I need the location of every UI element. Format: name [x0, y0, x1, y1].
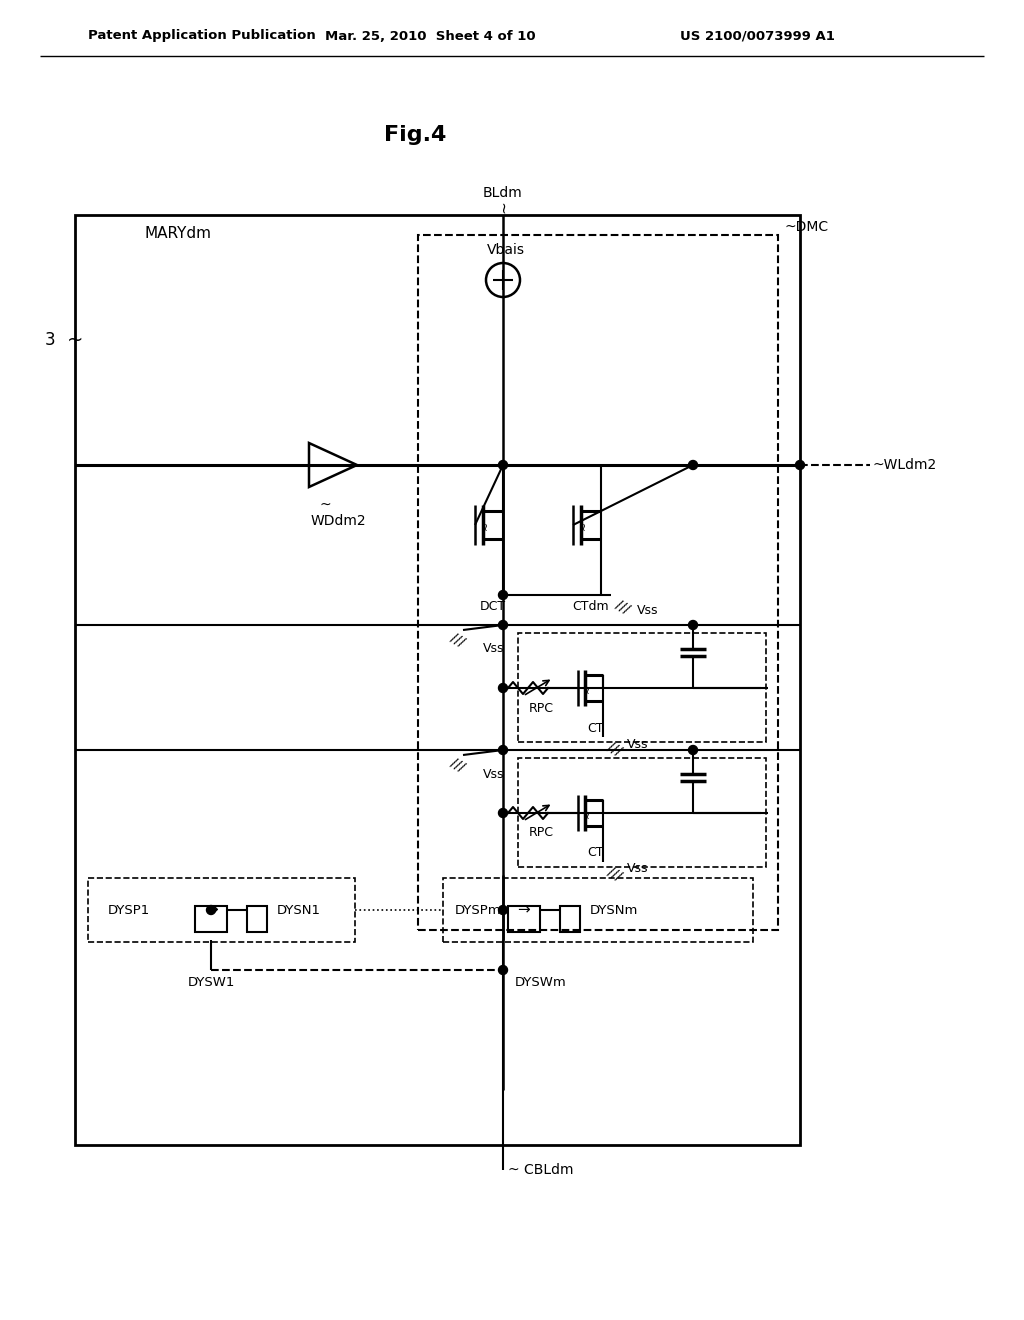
Circle shape — [207, 906, 215, 915]
Circle shape — [688, 620, 697, 630]
Text: ///: /// — [605, 865, 624, 883]
Bar — [508, 906, 540, 932]
Text: ~: ~ — [584, 808, 594, 817]
Bar — [518, 634, 766, 742]
Circle shape — [499, 906, 508, 915]
Circle shape — [688, 746, 697, 755]
Text: ~: ~ — [580, 520, 590, 529]
Text: US 2100/0073999 A1: US 2100/0073999 A1 — [680, 29, 835, 42]
Text: DYSP1: DYSP1 — [108, 903, 151, 916]
Text: Mar. 25, 2010  Sheet 4 of 10: Mar. 25, 2010 Sheet 4 of 10 — [325, 29, 536, 42]
Bar — [247, 906, 267, 932]
Circle shape — [796, 461, 805, 470]
Text: 3: 3 — [44, 331, 55, 348]
Bar — [195, 906, 227, 932]
Text: Vbais: Vbais — [487, 243, 525, 257]
Text: Vss: Vss — [483, 643, 505, 656]
Text: Vss: Vss — [483, 767, 505, 780]
Text: DYSNm: DYSNm — [590, 903, 638, 916]
Bar — [88, 878, 355, 942]
Circle shape — [499, 965, 508, 974]
Text: ///: /// — [605, 739, 624, 758]
Text: Vss: Vss — [627, 862, 648, 875]
Bar — [418, 235, 778, 931]
Text: DYSPm: DYSPm — [455, 903, 502, 916]
Text: DYSW1: DYSW1 — [187, 975, 234, 989]
Text: Patent Application Publication: Patent Application Publication — [88, 29, 315, 42]
Text: Vss: Vss — [637, 605, 658, 618]
Text: →: → — [517, 903, 530, 917]
Text: →: → — [205, 903, 217, 917]
Text: Fig.4: Fig.4 — [384, 125, 446, 145]
Bar — [560, 906, 580, 932]
Circle shape — [499, 746, 508, 755]
Text: ~: ~ — [319, 498, 331, 512]
Text: ///: /// — [613, 597, 632, 616]
Bar — [518, 758, 766, 867]
Text: WDdm2: WDdm2 — [310, 513, 366, 528]
Circle shape — [499, 684, 508, 693]
Text: RPC: RPC — [528, 701, 554, 714]
Text: ~: ~ — [482, 520, 492, 529]
Text: DYSWm: DYSWm — [515, 975, 566, 989]
Bar — [75, 215, 800, 1144]
Text: Vss: Vss — [627, 738, 648, 751]
Text: ~WLdm2: ~WLdm2 — [873, 458, 937, 473]
Circle shape — [499, 808, 508, 817]
Circle shape — [499, 461, 508, 470]
Text: ~: ~ — [584, 684, 594, 693]
Text: ///: /// — [449, 630, 468, 649]
Bar — [443, 878, 753, 942]
Text: BLdm: BLdm — [483, 186, 523, 201]
Text: ~ CBLdm: ~ CBLdm — [508, 1163, 573, 1177]
Circle shape — [499, 590, 508, 599]
Text: MARYdm: MARYdm — [145, 226, 212, 240]
Text: ~: ~ — [67, 330, 83, 350]
Text: DYSN1: DYSN1 — [278, 903, 321, 916]
Text: ~: ~ — [496, 201, 511, 214]
Text: CT: CT — [588, 846, 604, 859]
Text: ~DMC: ~DMC — [784, 220, 828, 234]
Text: ///: /// — [449, 755, 468, 774]
Text: RPC: RPC — [528, 826, 554, 840]
Text: DCT: DCT — [480, 601, 506, 614]
Text: CT: CT — [588, 722, 604, 734]
Text: CTdm: CTdm — [572, 601, 609, 614]
Circle shape — [688, 461, 697, 470]
Circle shape — [499, 620, 508, 630]
